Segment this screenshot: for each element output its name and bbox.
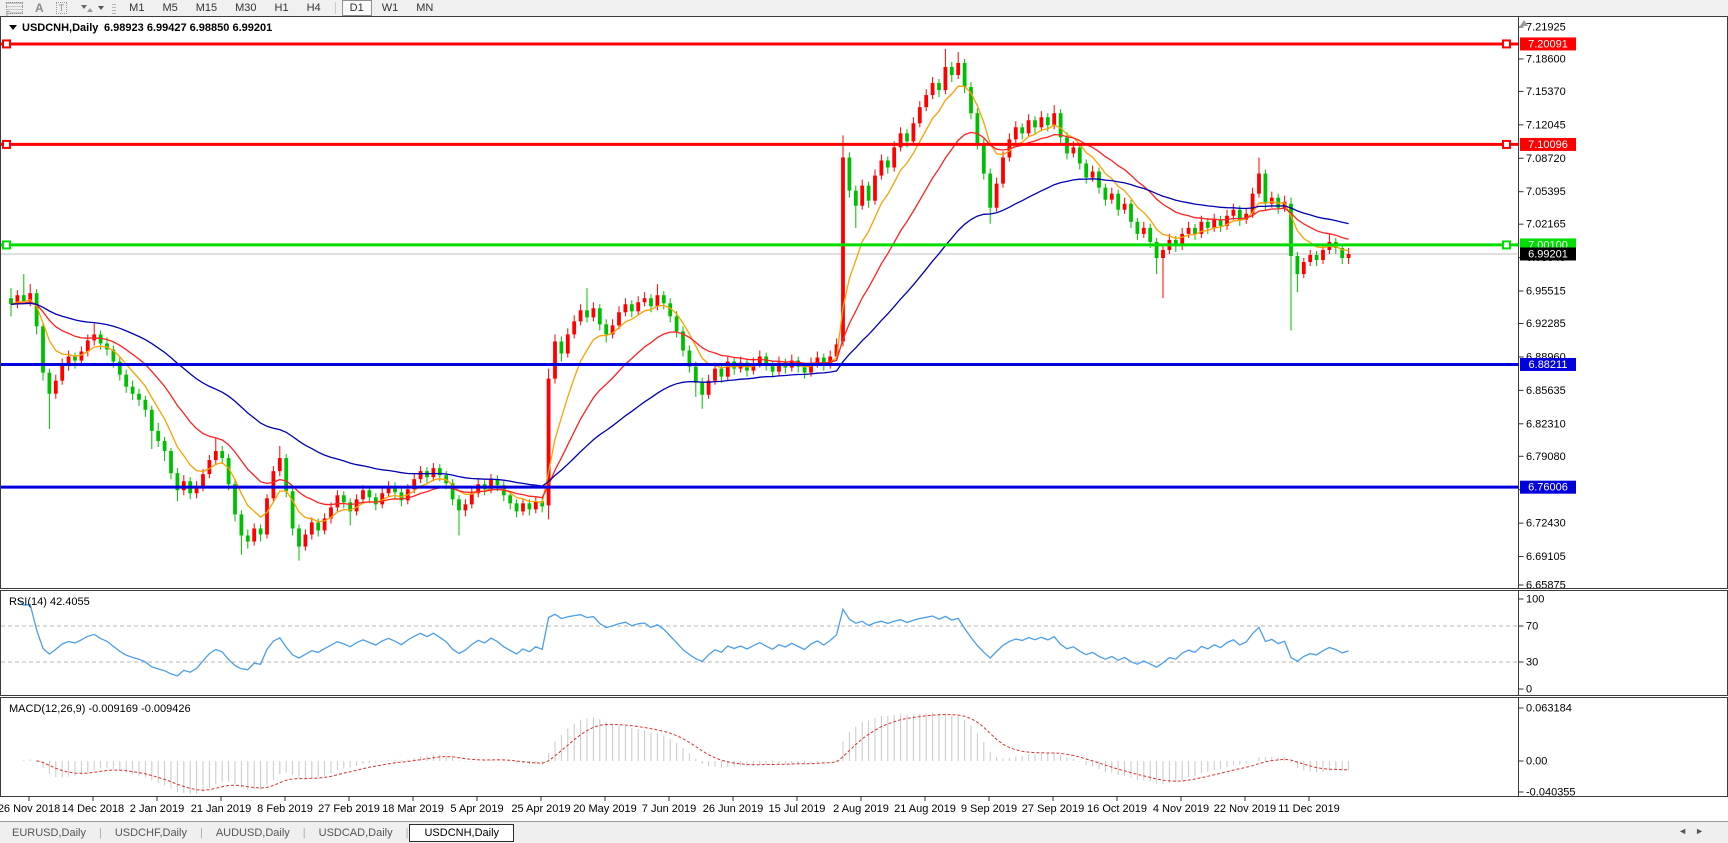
price-axis-tick: 7.15370 xyxy=(1526,86,1566,98)
timeframe-h1[interactable]: H1 xyxy=(274,2,289,14)
rsi-axis-tick: 70 xyxy=(1526,621,1538,633)
macd-canvas[interactable]: 0.063184 0.00 -0.040355 MACD(12,26,9) -0.00… xyxy=(1,698,1727,796)
date-axis-canvas[interactable]: 26 Nov 2018 14 Dec 2018 2 Jan 2019 21 Jan 2… xyxy=(0,797,1728,821)
tab-usdchf-daily[interactable]: USDCHF,Daily xyxy=(114,826,187,839)
date-axis-label: 25 Apr 2019 xyxy=(511,803,570,815)
tab-separator: | xyxy=(302,826,306,839)
date-axis-label: 22 Nov 2019 xyxy=(1214,803,1276,815)
hline-price-badge: 6.76006 xyxy=(1528,482,1568,494)
chart-tab-bar: EURUSD,Daily | USDCHF,Daily | AUDUSD,Dai… xyxy=(0,821,1728,843)
date-axis-label: 5 Apr 2019 xyxy=(450,803,503,815)
arrow-style-button[interactable] xyxy=(79,2,105,15)
timeframe-m30[interactable]: M30 xyxy=(235,2,257,14)
date-axis-label: 27 Sep 2019 xyxy=(1022,803,1084,815)
draw-text-button[interactable]: A xyxy=(35,1,44,15)
dropdown-caret-icon xyxy=(98,6,105,10)
date-axis-label: 21 Aug 2019 xyxy=(894,803,956,815)
hline-price-badge: 7.20091 xyxy=(1528,38,1568,50)
price-axis-tick: 6.82310 xyxy=(1526,418,1566,430)
date-axis-label: 14 Dec 2018 xyxy=(62,803,124,815)
timeframe-m5[interactable]: M5 xyxy=(162,2,178,14)
rsi-canvas[interactable]: 100 70 30 0 RSI(14) 42.4055 xyxy=(1,591,1727,695)
date-axis-label: 21 Jan 2019 xyxy=(191,803,252,815)
date-axis-label: 26 Nov 2018 xyxy=(0,803,60,815)
rsi-axis-tick: 30 xyxy=(1526,657,1538,669)
price-axis-tick: 6.72430 xyxy=(1526,518,1566,530)
macd-axis-tick: 0.00 xyxy=(1526,756,1547,768)
price-axis-tick: 7.21925 xyxy=(1526,22,1566,34)
macd-axis-tick: -0.040355 xyxy=(1526,787,1576,797)
tab-usdcad-daily[interactable]: USDCAD,Daily xyxy=(318,826,393,839)
price-axis-tick: 6.92285 xyxy=(1526,318,1566,330)
template-hatch-icon[interactable]: F xyxy=(6,2,23,18)
tab-separator: | xyxy=(199,826,203,839)
rsi-indicator-panel[interactable]: 100 70 30 0 RSI(14) 42.4055 xyxy=(0,590,1728,696)
chart-title-ohlc: 6.98923 6.99427 6.98850 6.99201 xyxy=(104,22,272,34)
tab-usdcnh-daily[interactable]: USDCNH,Daily xyxy=(409,823,515,842)
price-axis-tick: 6.85635 xyxy=(1526,385,1566,397)
hline-price-badge: 6.88211 xyxy=(1529,359,1568,371)
price-axis-tick: 7.02165 xyxy=(1526,219,1566,231)
date-axis-label: 27 Feb 2019 xyxy=(318,803,380,815)
tab-separator: | xyxy=(98,826,102,839)
timeframe-m1[interactable]: M1 xyxy=(129,2,145,14)
main-chart-panel[interactable]: 7.21925 7.18600 7.15370 7.12045 7.08720 7.053… xyxy=(0,16,1728,589)
price-axis-tick: 7.08720 xyxy=(1526,153,1566,165)
date-axis[interactable]: 26 Nov 2018 14 Dec 2018 2 Jan 2019 21 Jan 2… xyxy=(0,797,1728,821)
text-label-icon: T xyxy=(55,2,68,14)
price-axis-tick: 6.79080 xyxy=(1526,451,1566,463)
date-axis-label: 18 Mar 2019 xyxy=(382,803,444,815)
price-axis-tick: 7.12045 xyxy=(1526,119,1566,131)
date-axis-label: 9 Sep 2019 xyxy=(961,803,1017,815)
macd-axis-tick: 0.063184 xyxy=(1526,703,1572,715)
date-axis-label: 8 Feb 2019 xyxy=(257,803,313,815)
date-axis-label: 16 Oct 2019 xyxy=(1087,803,1147,815)
arrows-icon xyxy=(81,4,94,12)
timeframe-m15[interactable]: M15 xyxy=(195,2,218,14)
macd-indicator-panel[interactable]: 0.063184 0.00 -0.040355 MACD(12,26,9) -0.00… xyxy=(0,697,1728,797)
date-axis-label: 20 May 2019 xyxy=(573,803,637,815)
price-axis-tick: 7.18600 xyxy=(1526,53,1566,65)
scroll-right-icon[interactable]: ► xyxy=(1695,826,1712,836)
toolbar-grip xyxy=(112,2,117,14)
date-axis-label: 11 Dec 2019 xyxy=(1278,803,1340,815)
macd-label: MACD(12,26,9) -0.009169 -0.009426 xyxy=(9,703,191,715)
price-axis-tick: 7.05395 xyxy=(1526,186,1566,198)
timeframe-mn[interactable]: MN xyxy=(416,2,434,14)
tab-scroll-arrows[interactable]: ◄► xyxy=(1678,826,1712,836)
date-axis-label: 26 Jun 2019 xyxy=(703,803,764,815)
timeframe-w1[interactable]: W1 xyxy=(381,2,399,14)
text-label-button[interactable]: T xyxy=(55,2,68,15)
date-axis-label: 15 Jul 2019 xyxy=(769,803,826,815)
toolbar: F A T M1 M5 M15 M30 H1 H4 D1 W1 MN xyxy=(0,0,1728,18)
hline-price-badge: 7.10096 xyxy=(1528,139,1568,151)
chart-title-symbol: USDCNH,Daily xyxy=(22,22,99,34)
tab-eurusd-daily[interactable]: EURUSD,Daily xyxy=(12,826,86,839)
price-axis-tick: 6.65875 xyxy=(1526,580,1566,589)
tab-audusd-daily[interactable]: AUDUSD,Daily xyxy=(215,826,290,839)
price-axis-tick: 6.95515 xyxy=(1526,286,1566,298)
rsi-label: RSI(14) 42.4055 xyxy=(9,596,90,608)
date-axis-label: 4 Nov 2019 xyxy=(1153,803,1209,815)
date-axis-label: 2 Jan 2019 xyxy=(130,803,184,815)
tab-separator: | xyxy=(405,826,409,839)
timeframe-h4[interactable]: H4 xyxy=(306,2,321,14)
rsi-axis-tick: 0 xyxy=(1526,684,1532,696)
date-axis-label: 7 Jun 2019 xyxy=(642,803,696,815)
date-axis-label: 2 Aug 2019 xyxy=(833,803,889,815)
timeframe-d1[interactable]: D1 xyxy=(341,0,372,16)
current-price-badge: 6.99201 xyxy=(1528,248,1568,260)
toolbar-separator xyxy=(334,2,336,14)
price-chart-canvas[interactable]: 7.21925 7.18600 7.15370 7.12045 7.08720 7.053… xyxy=(1,17,1727,588)
price-axis-tick: 6.69105 xyxy=(1526,551,1566,563)
hatch-icon: F xyxy=(6,2,23,18)
rsi-axis-tick: 100 xyxy=(1526,594,1544,606)
hatch-f-label: F xyxy=(6,11,11,18)
scroll-left-icon[interactable]: ◄ xyxy=(1678,826,1696,836)
